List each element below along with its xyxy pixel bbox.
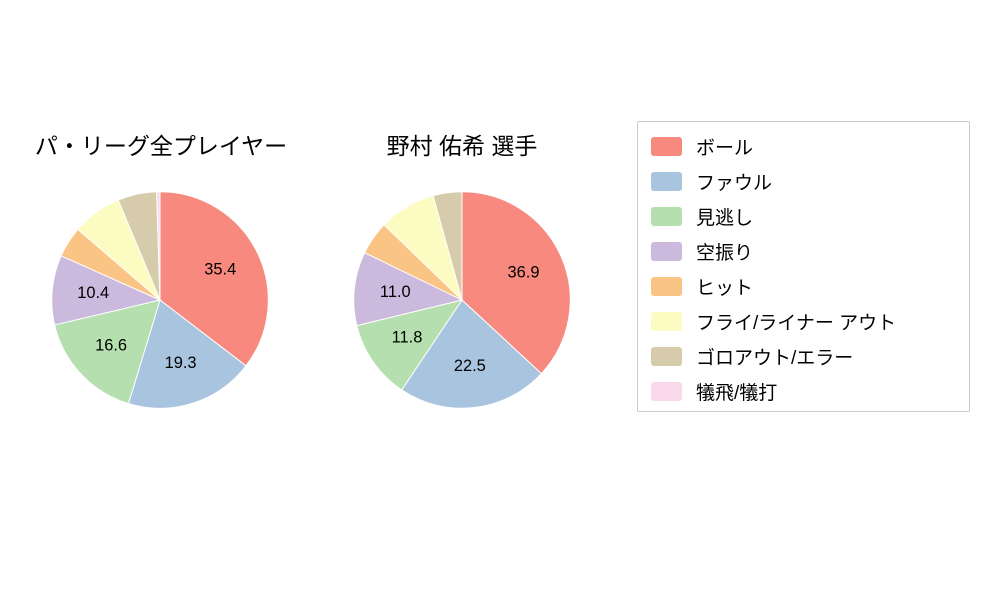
pie-slice-swinging-strike bbox=[353, 252, 464, 327]
pie-slice-swinging-strike bbox=[51, 255, 162, 326]
pie-slice-value: 11.8 bbox=[392, 329, 423, 347]
legend-item-fly-liner-out: フライ/ライナー アウト bbox=[651, 304, 969, 339]
pie-slice-foul bbox=[127, 299, 247, 409]
legend-label: 見逃し bbox=[696, 208, 754, 229]
legend-item-sac-fly-bunt: 犠飛/犠打 bbox=[651, 374, 969, 409]
pie-slice-value: 11.0 bbox=[380, 283, 411, 301]
pie-slice-ball bbox=[461, 191, 571, 375]
pie-slice-value: 10.4 bbox=[77, 284, 109, 302]
legend: ボールファウル見逃し空振りヒットフライ/ライナー アウト ゴロアウト/エラー 犠飛/… bbox=[637, 121, 970, 412]
legend-swatch-called-strike bbox=[651, 207, 682, 226]
legend-label: フライ/ライナー アウト bbox=[696, 313, 897, 334]
pie-slice-sac-fly-bunt bbox=[156, 191, 161, 301]
legend-item-ground-out-error: ゴロアウト/エラー bbox=[651, 339, 969, 374]
legend-label: ヒット bbox=[696, 278, 754, 299]
legend-label: ファウル bbox=[696, 173, 773, 194]
pie-slice-value: 35.4 bbox=[204, 261, 236, 279]
legend-swatch-ball bbox=[651, 137, 682, 156]
pie-slice-foul bbox=[401, 299, 543, 409]
legend-swatch-swinging-strike bbox=[651, 242, 682, 261]
legend-swatch-sac-fly-bunt bbox=[651, 382, 682, 401]
legend-label: ボール bbox=[696, 138, 754, 159]
left-pie-chart: 35.4 19.3 16.6 10.4 bbox=[51, 191, 269, 409]
pie-slice-value: 16.6 bbox=[95, 336, 127, 354]
pie-slice-called-strike bbox=[356, 299, 464, 391]
legend-item-hit: ヒット bbox=[651, 269, 969, 304]
legend-item-swinging-strike: 空振り bbox=[651, 234, 969, 269]
pie-slice-ground-out-error bbox=[432, 191, 463, 301]
legend-label: ゴロアウト/エラー bbox=[696, 348, 854, 369]
legend-label: 犠飛/犠打 bbox=[696, 383, 778, 404]
legend-swatch-fly-liner-out bbox=[651, 312, 682, 331]
right-pie-chart: 36.9 22.5 11.8 11.0 bbox=[353, 191, 571, 409]
legend-label: 空振り bbox=[696, 243, 754, 264]
legend-item-called-strike: 見逃し bbox=[651, 199, 969, 234]
legend-swatch-foul bbox=[651, 172, 682, 191]
pie-slice-called-strike bbox=[54, 299, 161, 405]
pie-slice-value: 36.9 bbox=[507, 263, 539, 281]
pie-slice-value: 19.3 bbox=[165, 354, 197, 372]
right-chart-title: 野村 佑希 選手 bbox=[386, 133, 538, 159]
legend-item-foul: ファウル bbox=[651, 164, 969, 199]
pie-slice-value: 22.5 bbox=[454, 357, 486, 375]
legend-swatch-hit bbox=[651, 277, 682, 296]
left-chart-title: パ・リーグ全プレイヤー bbox=[34, 133, 288, 159]
pie-slice-ball bbox=[159, 191, 269, 367]
legend-item-ball: ボール bbox=[651, 129, 969, 164]
legend-swatch-ground-out-error bbox=[651, 347, 682, 366]
